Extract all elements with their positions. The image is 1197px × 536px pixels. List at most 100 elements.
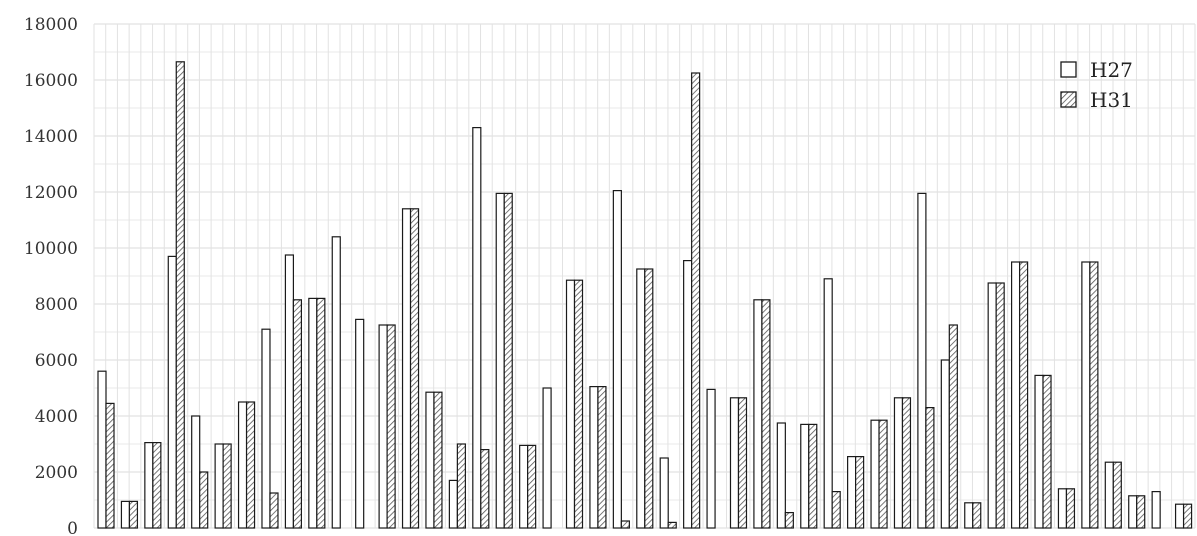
legend-swatch-h31 — [1060, 91, 1077, 108]
bar-h27 — [940, 359, 950, 529]
bar-h27 — [167, 255, 177, 529]
bar-h31 — [386, 324, 396, 529]
grid-lines — [93, 23, 1196, 529]
bar-h27 — [355, 318, 365, 529]
bar-h31 — [1089, 261, 1099, 529]
bar-h27 — [636, 268, 646, 529]
bar-h27 — [378, 324, 388, 529]
bar-h31 — [925, 407, 935, 529]
y-tick-label: 16000 — [24, 71, 78, 91]
y-tick-label: 12000 — [24, 183, 78, 203]
y-axis-tick-labels: 0 2000 4000 6000 8000 10000 12000 14000 16000 180… — [24, 15, 78, 536]
bar-h27 — [917, 192, 927, 529]
bar-h27 — [800, 423, 810, 529]
bar-h27 — [1151, 491, 1161, 529]
bar-h27 — [1174, 503, 1185, 529]
bar-h31 — [128, 500, 139, 529]
legend-label-h27: H27 — [1090, 58, 1133, 82]
bar-h27 — [683, 260, 693, 529]
bar-h31 — [409, 208, 420, 529]
bar-h27 — [191, 415, 201, 529]
bar-h31 — [1182, 503, 1193, 529]
bar-h27 — [776, 422, 786, 529]
bar-h31 — [1042, 374, 1052, 529]
legend-label-h31: H31 — [1090, 88, 1133, 112]
bar-h27 — [964, 502, 974, 529]
bar-h27 — [261, 328, 271, 529]
bar-h31 — [175, 61, 185, 529]
y-tick-label: 18000 — [24, 15, 78, 35]
bar-h27 — [495, 192, 505, 529]
bar-h27 — [1081, 261, 1091, 529]
y-tick-label: 4000 — [35, 407, 78, 427]
bar-h31 — [1112, 461, 1122, 529]
bar-h31 — [878, 419, 888, 529]
bar-h31 — [972, 502, 982, 529]
bar-h31 — [995, 282, 1005, 529]
bar-h31 — [480, 449, 490, 529]
bar-h27 — [401, 208, 412, 529]
bar-h31 — [316, 297, 326, 529]
bar-h27 — [589, 386, 599, 529]
bar-h31 — [1065, 488, 1076, 529]
bar-h27 — [659, 457, 669, 529]
bar-h31 — [152, 442, 162, 529]
bar-h27 — [1057, 488, 1068, 529]
bar-h31 — [644, 268, 654, 529]
bar-h31 — [855, 456, 865, 529]
bar-h31 — [199, 471, 209, 529]
bar-h27 — [308, 297, 318, 529]
bar-h31 — [1136, 495, 1146, 529]
bar-h31 — [597, 386, 607, 529]
bar-h31 — [245, 401, 256, 529]
bar-h27 — [1034, 374, 1044, 529]
bar-h27 — [144, 442, 154, 529]
bar-h27 — [448, 479, 458, 529]
bar-series — [97, 61, 1193, 529]
bar-h27 — [987, 282, 997, 529]
bar-h27 — [1010, 261, 1021, 529]
y-tick-label: 8000 — [35, 295, 78, 315]
bar-h31 — [527, 444, 537, 529]
bar-h31 — [901, 397, 912, 529]
y-tick-label: 2000 — [35, 463, 78, 483]
y-tick-label: 10000 — [24, 239, 78, 259]
bar-h27 — [706, 388, 716, 529]
bar-h27 — [753, 299, 763, 529]
bar-h31 — [456, 443, 466, 529]
bar-h27 — [565, 279, 576, 529]
bar-h31 — [222, 443, 232, 529]
bar-h31 — [667, 521, 677, 529]
y-tick-label: 6000 — [35, 351, 78, 371]
bar-h27 — [870, 419, 880, 529]
bar-h31 — [831, 491, 841, 529]
y-tick-label: 14000 — [24, 127, 78, 147]
legend: H27 H31 — [1060, 58, 1133, 112]
legend-swatch-h27 — [1060, 61, 1077, 78]
bar-h27 — [542, 387, 552, 529]
bar-h27 — [97, 370, 107, 529]
bar-h27 — [331, 236, 341, 529]
bar-h31 — [503, 192, 513, 529]
bar-h27 — [612, 190, 622, 529]
bar-h31 — [784, 511, 794, 529]
bar-h31 — [808, 423, 818, 529]
bar-h31 — [761, 299, 771, 529]
bar-h27 — [214, 443, 224, 529]
bar-h27 — [425, 391, 435, 529]
bar-h31 — [292, 299, 303, 529]
bar-h31 — [737, 397, 748, 529]
bar-h31 — [1018, 261, 1029, 529]
bar-h31 — [620, 520, 630, 529]
bar-h27 — [1128, 495, 1138, 529]
bar-h27 — [893, 397, 904, 529]
bar-h27 — [120, 500, 131, 529]
bar-h31 — [691, 72, 701, 529]
bar-h31 — [573, 279, 584, 529]
bar-h27 — [729, 397, 740, 529]
bar-h27 — [1104, 461, 1114, 529]
bar-h27 — [847, 456, 857, 529]
bar-h27 — [519, 444, 529, 529]
bar-h31 — [105, 402, 115, 529]
